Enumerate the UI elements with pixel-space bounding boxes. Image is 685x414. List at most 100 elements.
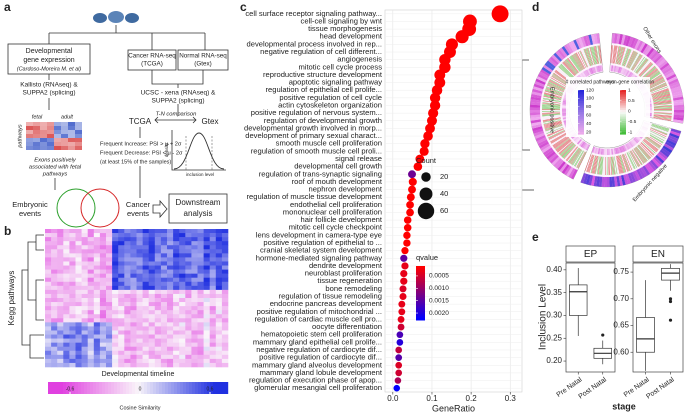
legend-gradient: [578, 116, 584, 120]
heat-cell: [112, 334, 119, 339]
heat-cell: [118, 342, 125, 348]
ring-segment: [644, 164, 653, 174]
heat-cell: [93, 322, 101, 327]
legend-title: Count: [416, 156, 437, 165]
heat-cell: [112, 338, 119, 343]
stripe: [544, 121, 562, 128]
heat-cell: [61, 146, 68, 150]
stripe: [593, 46, 598, 65]
heat-cell: [191, 241, 198, 246]
heat-cell: [221, 354, 229, 360]
heat-cell: [51, 289, 58, 295]
heat-cell: [179, 310, 186, 315]
y-tick-label: positive regulation of mitochondrial ...: [257, 307, 382, 316]
ring-segment: [536, 137, 547, 144]
heat-cell: [51, 237, 58, 242]
stripe: [640, 63, 654, 77]
heat-cell: [75, 146, 82, 150]
heat-cell: [179, 318, 186, 323]
heat-cell: [179, 334, 186, 339]
heat-cell: [57, 302, 64, 307]
ring-segment: [597, 65, 601, 72]
y-tick-label: bone remodeling: [325, 284, 382, 293]
stripe: [551, 133, 567, 144]
stripe: [641, 65, 655, 78]
heat-cell: [106, 285, 113, 291]
dot: [396, 331, 404, 339]
heat-cell: [106, 358, 113, 364]
heat-cell: [173, 354, 180, 360]
heat-cell: [148, 277, 156, 283]
heat-cell: [197, 322, 204, 327]
heat-cell: [112, 273, 119, 279]
stripe: [628, 151, 638, 168]
heat-cell: [179, 269, 186, 274]
heat-cell: [136, 281, 143, 287]
stripe: [562, 61, 576, 76]
heat-cell: [93, 334, 101, 339]
stripe: [575, 151, 585, 168]
legend-gradient: [416, 315, 425, 319]
heat-cell: [154, 285, 162, 291]
heat-cell: [99, 269, 107, 274]
heat-cell: [154, 350, 162, 356]
heat-cell: [173, 358, 180, 364]
heat-cell: [167, 237, 174, 242]
heat-cell: [57, 346, 64, 352]
heat-cell: [179, 298, 186, 303]
stripe: [542, 114, 561, 118]
ring-segment: [594, 147, 598, 154]
heat-cell: [51, 265, 58, 270]
legend-gradient: [620, 125, 626, 128]
heat-cell: [185, 237, 192, 242]
heat-cell: [215, 358, 223, 364]
stripe: [626, 152, 634, 170]
stripe: [614, 156, 618, 175]
stripe: [574, 53, 584, 70]
ring-segment: [653, 54, 663, 64]
heat-cell: [87, 362, 95, 368]
heat-cell: [81, 253, 88, 258]
heat-cell: [51, 281, 58, 287]
colorbar-cell: [177, 382, 181, 394]
heat-cell: [87, 289, 95, 295]
heat-cell: [185, 322, 192, 327]
heat-cell: [106, 302, 113, 307]
heat-cell: [63, 281, 70, 287]
ring-segment: [580, 141, 586, 148]
heat-cell: [148, 302, 156, 307]
heat-cell: [69, 322, 76, 327]
heat-cell: [167, 293, 174, 299]
heat-cell: [99, 334, 107, 339]
heat-cell: [81, 354, 88, 360]
heat-cell: [99, 354, 107, 360]
organ-icon: [108, 11, 124, 23]
stripe: [558, 140, 572, 154]
colorbar-cell: [57, 382, 61, 394]
colorbar-cell: [204, 382, 208, 394]
stripe: [548, 81, 565, 90]
y-tick-label: tissue morphogenesis: [308, 24, 382, 33]
heat-cell: [33, 134, 40, 138]
heat-cell: [209, 310, 217, 315]
colorbar-cell: [126, 382, 130, 394]
heat-cell: [160, 354, 168, 360]
ring-segment: [626, 71, 631, 77]
ring-segment: [669, 130, 681, 137]
ring-segment: [566, 43, 574, 54]
stripe: [542, 100, 561, 104]
stripe: [648, 78, 665, 88]
heat-cell: [99, 310, 107, 315]
heat-cell: [87, 273, 95, 279]
stripe: [648, 131, 665, 141]
ring-segment: [620, 67, 624, 74]
heat-cell: [203, 326, 210, 331]
stripe: [542, 107, 561, 109]
heat-cell: [118, 302, 125, 307]
heat-cell: [87, 277, 95, 283]
stripe: [587, 154, 594, 173]
step-text: Gtex: [202, 117, 219, 126]
y-tick-label: 0.25: [546, 333, 562, 342]
stripe: [549, 132, 566, 142]
heat-cell: [81, 350, 88, 356]
